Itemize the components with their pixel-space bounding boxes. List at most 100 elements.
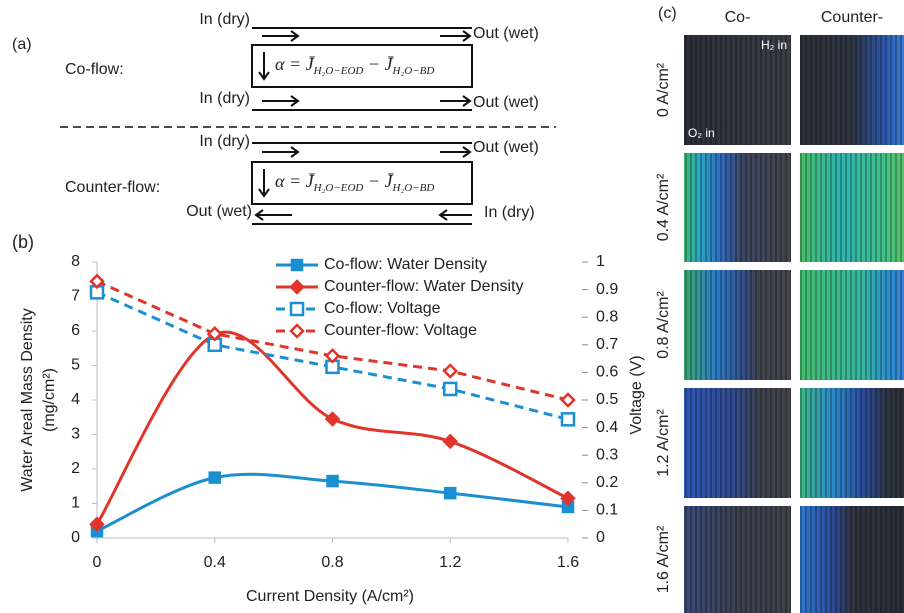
legend-marker — [290, 258, 304, 272]
arrow-head — [462, 95, 472, 107]
outlet-label: Out (wet) — [473, 139, 539, 156]
series-line — [95, 330, 569, 525]
image-texture — [684, 153, 791, 262]
y2-axis-label: Voltage (V) — [628, 355, 645, 434]
marker — [208, 471, 221, 484]
row-label: 0.8 A/cm² — [655, 291, 672, 359]
y-tick-label: 4 — [71, 391, 80, 408]
arrow-head — [290, 95, 300, 107]
formula-part: J̄ — [306, 171, 316, 191]
x-tick-label: 0.8 — [321, 554, 343, 571]
arrow-head — [462, 30, 472, 42]
y-axis-label: Water Areal Mass Density — [19, 308, 36, 491]
y-axis-label: (mg/cm²) — [41, 368, 58, 432]
membrane-box — [251, 161, 473, 205]
y-tick-label: 5 — [71, 357, 80, 374]
formula-sub: H₂O−BD — [392, 182, 435, 194]
y-tick-label: 0 — [71, 529, 80, 546]
formula-part: J̄ — [385, 171, 395, 191]
y-tick-label: 6 — [71, 322, 80, 339]
column-label: Counter- — [821, 9, 883, 26]
x-tick-label: 0 — [93, 554, 102, 571]
image-texture — [684, 35, 791, 145]
formula-part: − — [363, 54, 384, 74]
image-texture — [800, 388, 904, 498]
panel-b: (b) 0 1 2 3 4 5 6 7 8 0 0.1 0.2 0.3 0.4 0.5 0.6 0.7 0.8 0.9… — [12, 232, 645, 605]
x-axis-label: Current Density (A/cm²) — [246, 588, 414, 605]
marker — [89, 273, 105, 290]
arrow-head — [290, 146, 300, 158]
y2-tick-label: 0.9 — [596, 281, 618, 298]
marker — [443, 381, 458, 397]
formula-part: α = — [275, 171, 306, 191]
marker — [324, 411, 341, 427]
panel-a: (a) Co-flow: In (dry) Out (wet) α = J̄H₂… — [12, 11, 556, 225]
column-label: Co- — [725, 9, 751, 26]
y2-tick-label: 0.3 — [596, 446, 618, 463]
marker — [560, 490, 576, 507]
marker — [560, 392, 576, 408]
y-tick-label: 3 — [71, 426, 80, 443]
marker — [560, 412, 576, 427]
formula-part: J̄ — [306, 54, 316, 74]
legend-marker — [289, 323, 305, 339]
image-texture — [800, 506, 904, 613]
arrow-head — [462, 146, 472, 158]
legend-label: Counter-flow: Water Density — [324, 278, 523, 295]
annotation: H₂ in — [761, 38, 787, 52]
legend-label: Co-flow: Water Density — [324, 256, 487, 273]
inlet-label: In (dry) — [199, 11, 250, 28]
y-tick-label: 2 — [71, 460, 80, 477]
row-label: 0 A/cm² — [655, 62, 672, 117]
x-tick-label: 1.2 — [439, 554, 461, 571]
formula: α = J̄H₂O−EOD − J̄H₂O−BD — [275, 171, 434, 193]
marker — [442, 433, 459, 450]
outlet-label: Out (wet) — [473, 94, 539, 111]
formula: α = J̄H₂O−EOD − J̄H₂O−BD — [275, 54, 434, 76]
y2-tick-label: 0.4 — [596, 419, 618, 436]
flow-title: Counter-flow: — [65, 179, 160, 196]
legend-marker — [289, 301, 305, 317]
y2-tick-label: 1 — [596, 253, 605, 270]
arrow-head — [258, 188, 270, 198]
marker — [442, 363, 459, 379]
formula-part: α = — [275, 54, 306, 74]
legend-label: Co-flow: Voltage — [324, 300, 441, 317]
y-tick-label: 8 — [71, 253, 80, 270]
y2-tick-label: 0.2 — [596, 474, 618, 491]
y2-tick-label: 0.1 — [596, 502, 618, 519]
x-tick-label: 1.6 — [557, 554, 579, 571]
y2-tick-label: 0.6 — [596, 364, 618, 381]
image-texture — [684, 506, 791, 613]
panel-label: (a) — [12, 36, 32, 53]
outlet-label: Out (wet) — [186, 203, 252, 220]
image-texture — [800, 35, 904, 145]
panel-c: (c) Co- Counter- 0 A/cm² 0.4 A/cm² 0.8 A/cm²… — [655, 5, 904, 613]
image-texture — [800, 270, 904, 380]
y2-tick-label: 0.7 — [596, 336, 618, 353]
marker — [206, 325, 223, 342]
marker — [326, 474, 339, 488]
y2-tick-label: 0.5 — [596, 391, 618, 408]
row-label: 0.4 A/cm² — [655, 173, 672, 241]
y2-tick-label: 0.8 — [596, 308, 618, 325]
marker — [444, 486, 457, 500]
arrow-head — [254, 209, 264, 221]
image-texture — [684, 388, 791, 498]
formula-sub: H₂O−EOD — [313, 182, 364, 194]
annotation: O₂ in — [688, 126, 715, 140]
marker — [324, 348, 341, 364]
row-label: 1.2 A/cm² — [655, 409, 672, 477]
x-tick-label: 0.4 — [204, 554, 226, 571]
membrane-box — [251, 44, 473, 88]
legend-marker — [289, 279, 305, 295]
outlet-label: Out (wet) — [473, 25, 539, 42]
formula-part: − — [363, 171, 384, 191]
arrow-head — [438, 209, 448, 221]
arrow-head — [290, 30, 300, 42]
arrow-head — [258, 71, 270, 81]
marker — [89, 516, 105, 532]
inlet-label: In (dry) — [484, 204, 535, 221]
series-line — [96, 279, 569, 402]
